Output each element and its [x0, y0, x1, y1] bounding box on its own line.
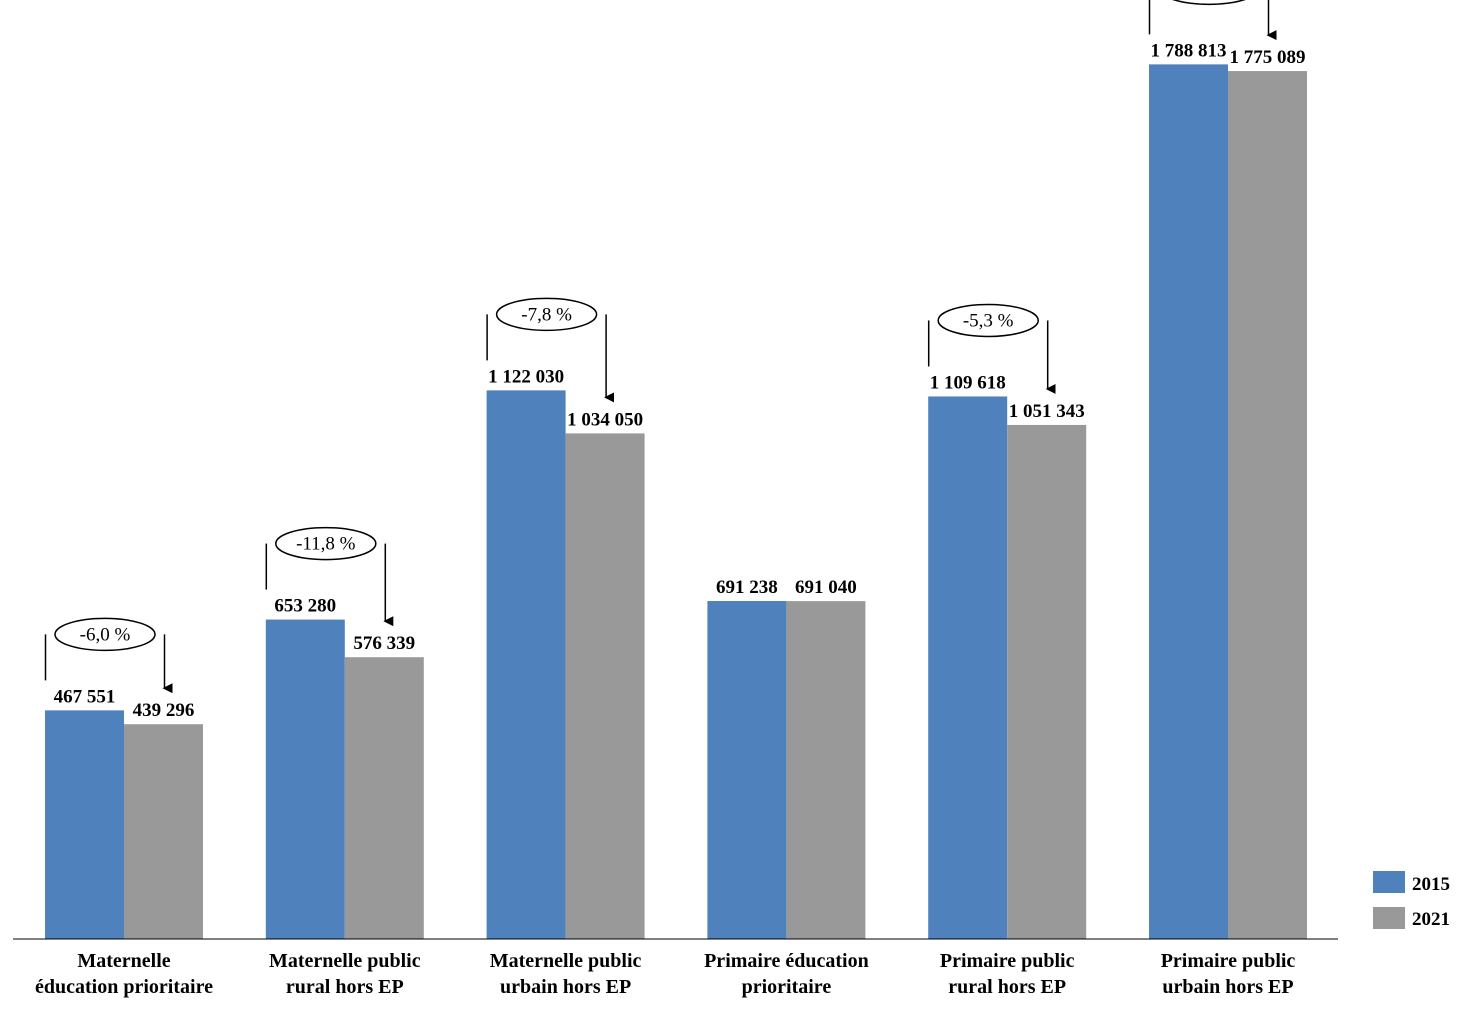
data-label-2021-2: 576 339: [353, 633, 415, 654]
legend-swatch-2021: [1373, 907, 1405, 929]
annotation-ellipse: [937, 303, 1039, 338]
legend-label-2015: 2015: [1412, 874, 1450, 895]
change-annotation-3: -7,8 %: [486, 297, 615, 403]
category-labels-layer: Maternelle éducation prioritaire Maternell…: [35, 950, 1295, 998]
bars-layer: [45, 64, 1307, 940]
data-label-2015-4: 691 238: [716, 577, 778, 598]
data-label-2021-6: 1 775 089: [1230, 47, 1306, 68]
annotation-ellipse: [54, 617, 156, 652]
data-label-2015-6: 1 788 813: [1151, 40, 1227, 61]
change-annotations-layer: -6,0 % -11,8 % -7,8 % -5,3 % -0,8 %: [44, 0, 1277, 694]
data-labels-layer: 467 551 439 296 653 280 576 339 1 122 030 1 0…: [54, 40, 1306, 721]
annotation-ellipse: [495, 297, 598, 332]
annotation-percent-1: -6,0 %: [80, 624, 131, 645]
change-annotation-6: -0,8 %: [1148, 0, 1277, 41]
annotation-percent-2: -11,8 %: [296, 534, 356, 555]
legend: 2015 2021: [1373, 871, 1450, 930]
category-label-4: Primaire éducation prioritaire: [704, 950, 869, 998]
bar-2021-1: [124, 724, 203, 939]
bar-2015-1: [45, 710, 124, 939]
annotation-ellipse: [1172, 0, 1246, 6]
change-annotation-5: -5,3 %: [927, 303, 1056, 394]
category-label-1: Maternelle éducation prioritaire: [35, 950, 213, 998]
data-label-2015-5: 1 109 618: [930, 372, 1006, 393]
annotation-percent-3: -7,8 %: [521, 304, 572, 325]
bar-2021-5: [1007, 424, 1087, 939]
legend-swatch-2015: [1373, 871, 1405, 893]
annotation-ellipse: [275, 526, 377, 561]
data-label-2015-3: 1 122 030: [488, 366, 564, 387]
data-label-2021-4: 691 040: [795, 577, 857, 598]
bar-2021-6: [1228, 71, 1307, 940]
category-label-5: Primaire public rural hors EP: [940, 950, 1075, 998]
bar-2015-5: [928, 396, 1008, 939]
bar-2021-4: [786, 601, 866, 939]
bar-2015-2: [265, 619, 345, 939]
data-label-2015-1: 467 551: [54, 686, 116, 707]
bar-2015-6: [1149, 64, 1228, 939]
legend-label-2021: 2021: [1412, 909, 1450, 930]
category-label-3: Maternelle public urbain hors EP: [490, 950, 642, 998]
change-annotation-2: -11,8 %: [265, 526, 394, 627]
bar-2015-3: [486, 390, 566, 940]
bar-2015-4: [707, 601, 787, 939]
category-label-2: Maternelle public rural hors EP: [269, 950, 421, 998]
data-label-2021-5: 1 051 343: [1009, 401, 1085, 422]
bar-2021-3: [565, 433, 645, 939]
data-label-2015-2: 653 280: [274, 596, 336, 617]
annotation-percent-5: -5,3 %: [963, 310, 1014, 331]
data-label-2021-3: 1 034 050: [567, 409, 643, 430]
change-annotation-1: -6,0 %: [44, 617, 173, 694]
data-label-2021-1: 439 296: [133, 700, 195, 721]
category-label-6: Primaire public urbain hors EP: [1161, 950, 1296, 998]
bar-2021-2: [344, 657, 424, 939]
